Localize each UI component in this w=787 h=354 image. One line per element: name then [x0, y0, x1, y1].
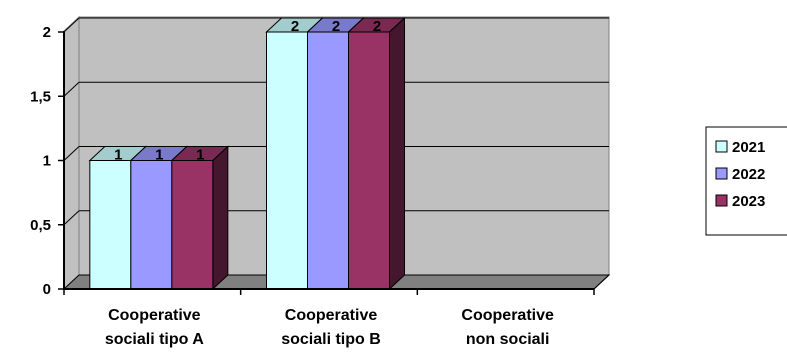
gridline-side-4	[63, 17, 80, 33]
floor-edge	[593, 274, 610, 290]
category-label-1-0: Cooperative	[285, 307, 378, 324]
legend-label-2: 2023	[732, 193, 765, 210]
bar-side-0-2	[212, 145, 229, 291]
y-tick-label-3: 1,5	[30, 88, 51, 105]
bar-0-2	[171, 160, 214, 290]
gridline-side-1	[63, 210, 80, 226]
category-label-2-1: non sociali	[466, 331, 550, 348]
bar-1-1	[307, 31, 349, 290]
legend: 2021 2022 2023	[705, 126, 787, 236]
bar-0-0	[89, 160, 132, 290]
legend-swatch-1	[715, 167, 728, 180]
gridline-side-3	[63, 81, 80, 97]
legend-swatch-2	[715, 194, 728, 207]
bar-side-1-2	[389, 16, 405, 291]
y-tick-label-4: 2	[43, 24, 51, 41]
data-labels: 1 1 1 2 2 2	[114, 18, 381, 164]
data-label-1-0: 2	[291, 18, 299, 35]
data-label-1-2: 2	[373, 18, 381, 35]
data-label-0-1: 1	[155, 147, 163, 164]
bar-0-1	[130, 160, 173, 290]
category-label-0-1: sociali tipo A	[105, 331, 204, 348]
legend-swatch-0	[715, 140, 728, 153]
bars	[88, 16, 406, 291]
y-tick-label-2: 1	[43, 153, 51, 170]
category-label-1-1: sociali tipo B	[281, 331, 381, 348]
axes: 0 0,5 1 1,5 2 Cooperative sociali tipo A Cooper…	[30, 24, 610, 348]
gridline-side-2	[63, 146, 80, 161]
y-tick-label-0: 0	[43, 281, 51, 298]
category-label-2-0: Cooperative	[461, 307, 554, 324]
legend-label-1: 2022	[732, 166, 765, 183]
y-tick-label-1: 0,5	[30, 217, 51, 234]
bar-1-2	[348, 31, 390, 290]
bar-1-0	[266, 31, 308, 290]
category-label-0-0: Cooperative	[108, 307, 201, 324]
legend-label-0: 2021	[732, 139, 765, 156]
data-label-0-0: 1	[114, 147, 122, 164]
data-label-1-1: 2	[332, 18, 340, 35]
data-label-0-2: 1	[196, 147, 204, 164]
